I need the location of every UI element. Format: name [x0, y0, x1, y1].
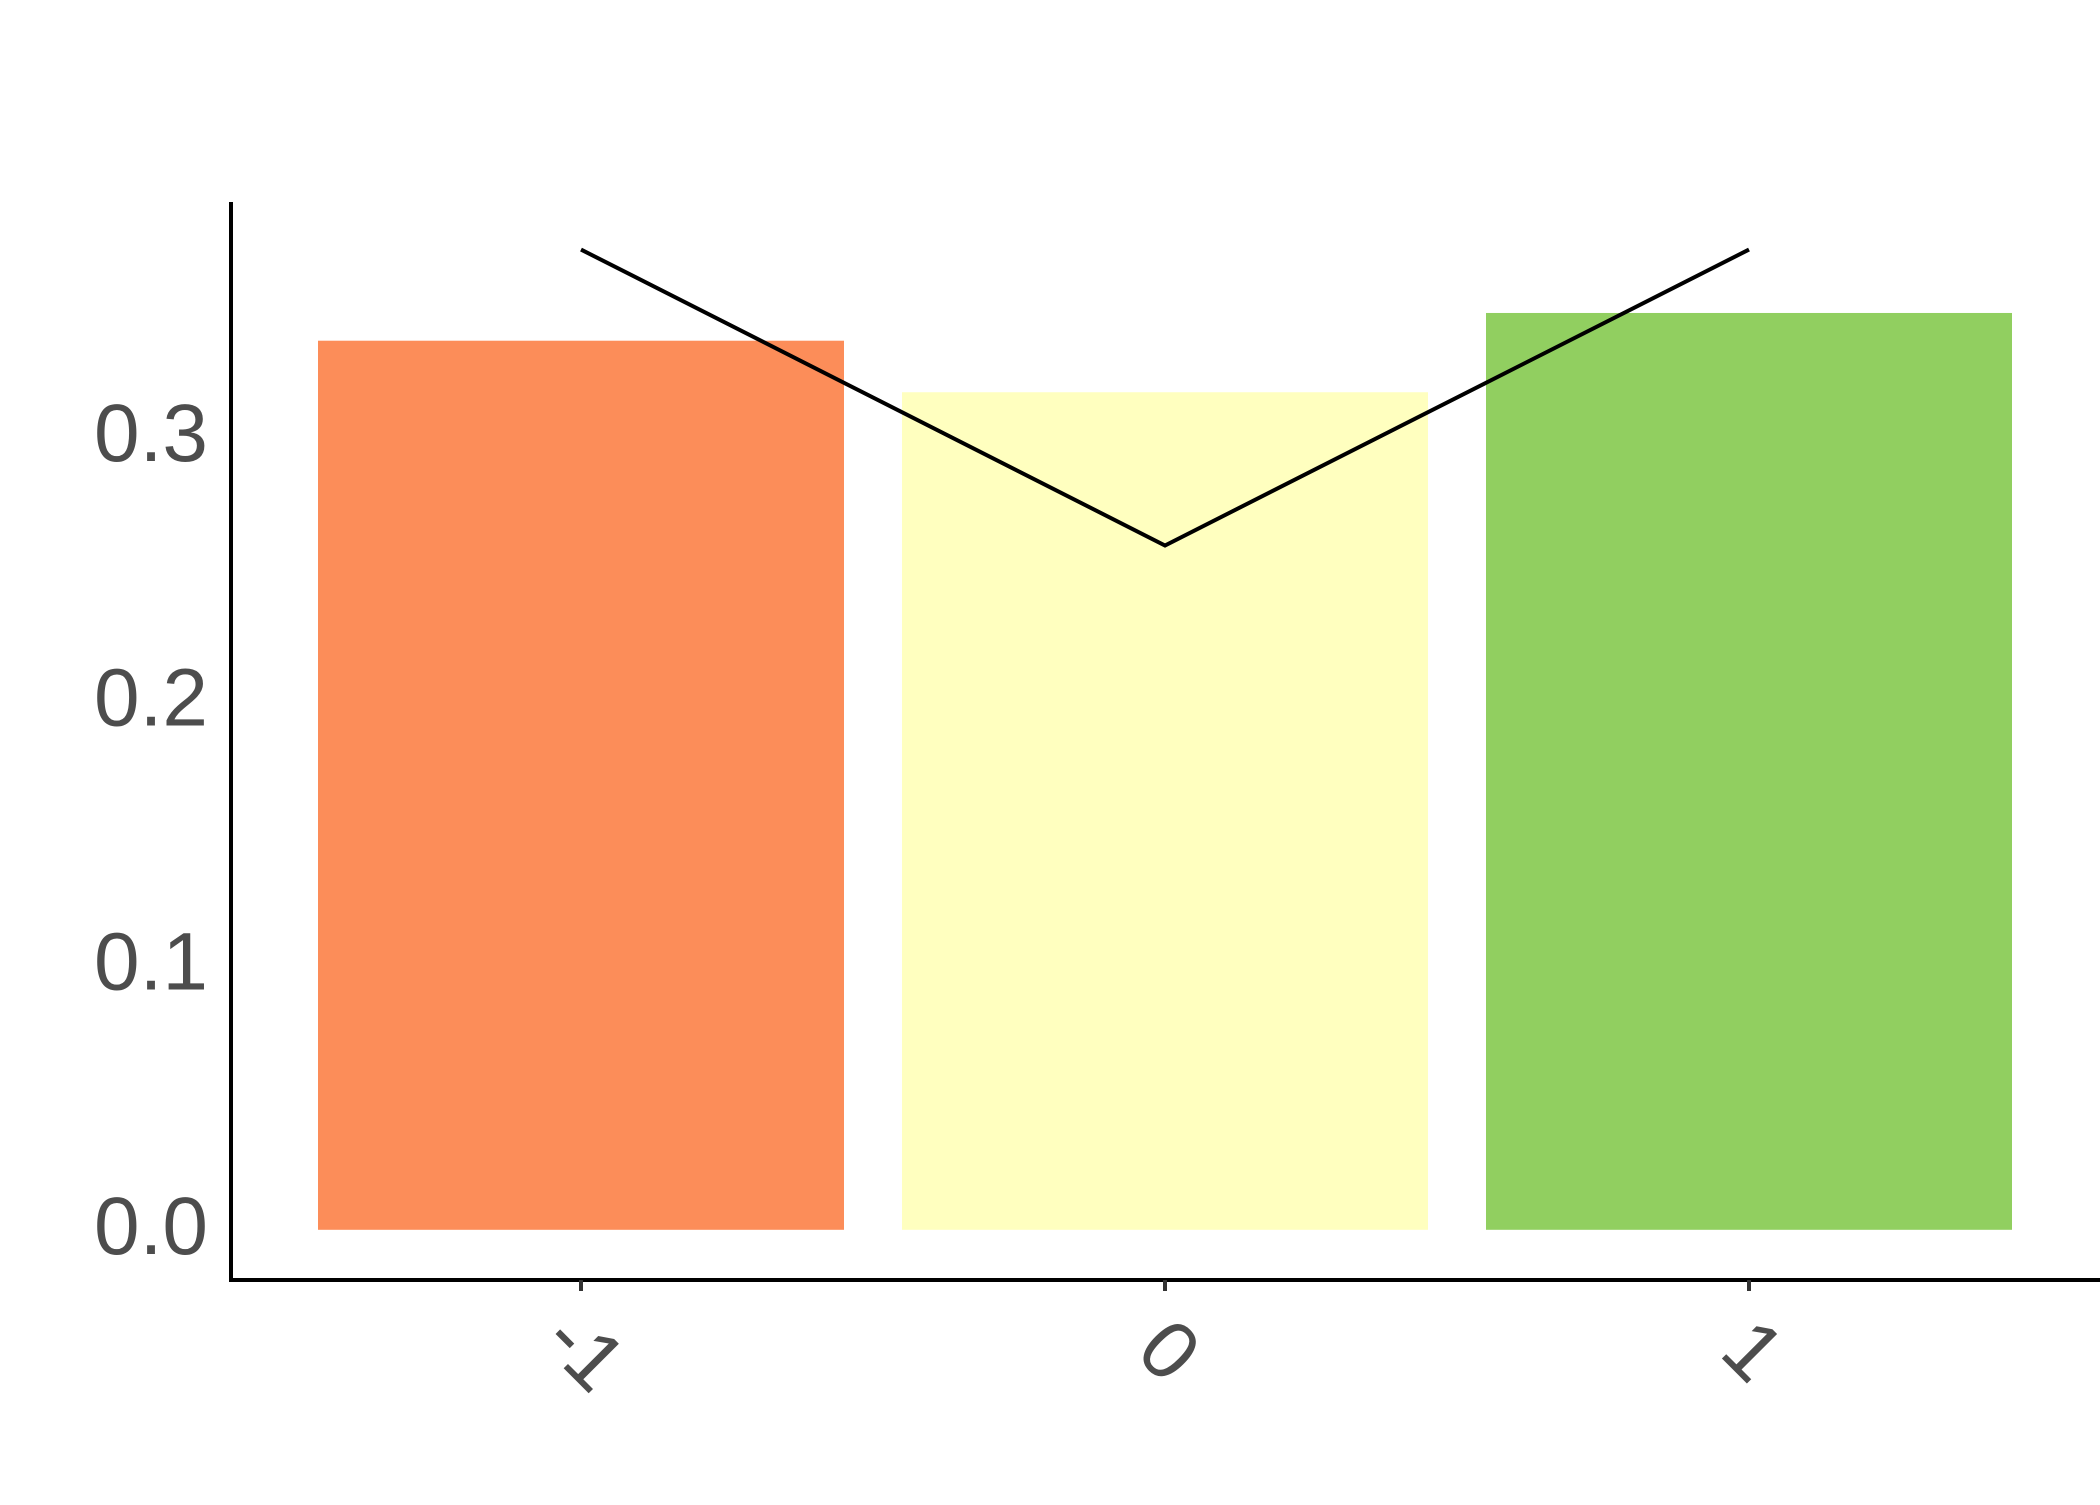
x-tick-label: 0	[1121, 1303, 1218, 1400]
y-tick-label: 0.3	[94, 388, 208, 479]
y-tick-label: 0.1	[94, 917, 208, 1008]
y-tick-label: 0.0	[94, 1181, 208, 1272]
y-tick-label: 0.2	[94, 652, 208, 743]
x-tick-label: -1	[527, 1293, 643, 1409]
x-tick-labels: -1 0 1	[527, 1280, 1801, 1409]
bar-0	[902, 392, 1428, 1230]
line-series	[580, 247, 1750, 548]
line-series-path	[580, 247, 1750, 548]
bar--1	[318, 340, 844, 1230]
x-tick-label: 1	[1705, 1303, 1802, 1400]
y-tick-labels: 0.0 0.1 0.2 0.3	[94, 388, 208, 1272]
bar-1	[1486, 312, 2012, 1230]
bars	[318, 312, 2012, 1230]
